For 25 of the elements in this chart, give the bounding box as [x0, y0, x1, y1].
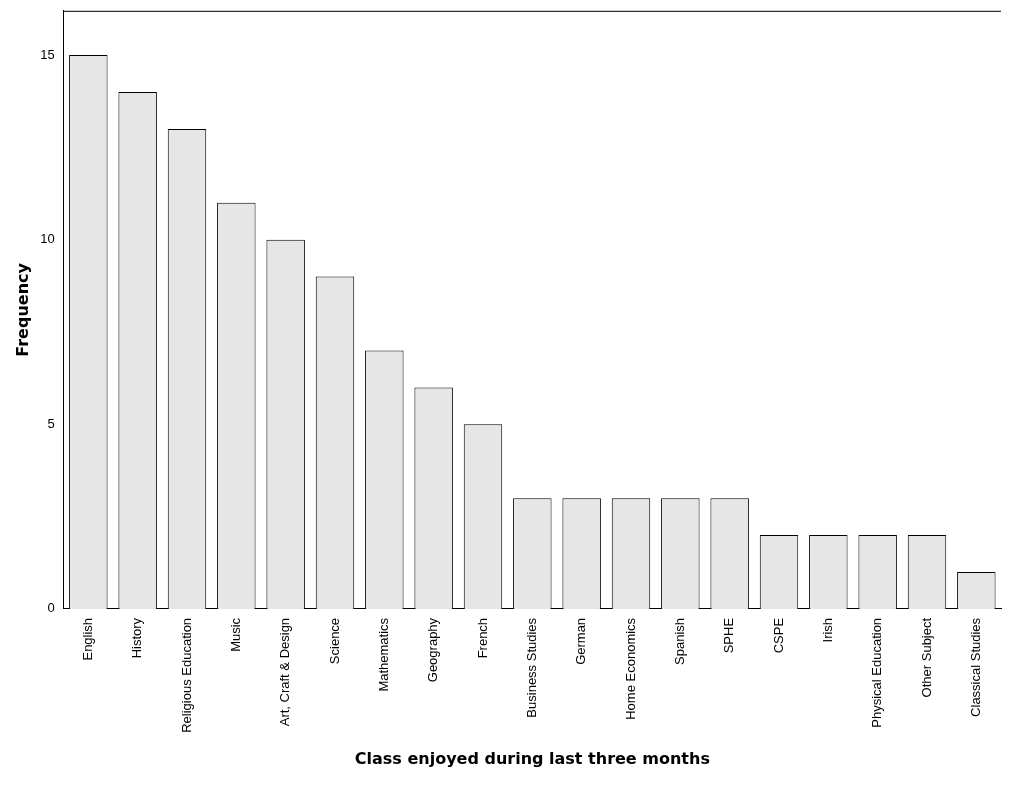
y-tick-label: 0	[47, 600, 55, 616]
y-axis-title: Frequency	[12, 262, 32, 357]
x-axis-title: Class enjoyed during last three months	[354, 748, 710, 768]
x-tick-label: Spanish	[671, 617, 687, 665]
x-tick-label: Religious Education	[178, 617, 194, 733]
x-tick-label: Other Subject	[918, 617, 934, 698]
x-tick-label: Science	[326, 617, 342, 665]
x-tick-label: Home Economics	[622, 617, 638, 720]
x-tick-label: Geography	[425, 617, 441, 683]
x-tick-label: Physical Education	[869, 617, 885, 728]
x-tick-label: Art, Craft & Design	[277, 617, 293, 727]
y-tick-label: 5	[47, 415, 55, 431]
x-tick-label: French	[474, 617, 490, 659]
x-tick-label: Irish	[819, 617, 835, 643]
x-tick-label: Music	[227, 617, 243, 652]
x-tick-label: History	[129, 617, 145, 659]
x-tick-label: SPHE	[721, 617, 737, 654]
x-tick-label: English	[79, 617, 95, 661]
x-tick-label: Business Studies	[523, 617, 539, 718]
x-tick-label: German	[573, 617, 589, 665]
x-tick-label: CSPE	[770, 617, 786, 654]
x-tick-label: Classical Studies	[967, 617, 983, 717]
y-tick-label: 15	[40, 46, 55, 62]
x-tick-label: Mathematics	[375, 617, 391, 692]
y-tick-label: 10	[40, 231, 55, 247]
